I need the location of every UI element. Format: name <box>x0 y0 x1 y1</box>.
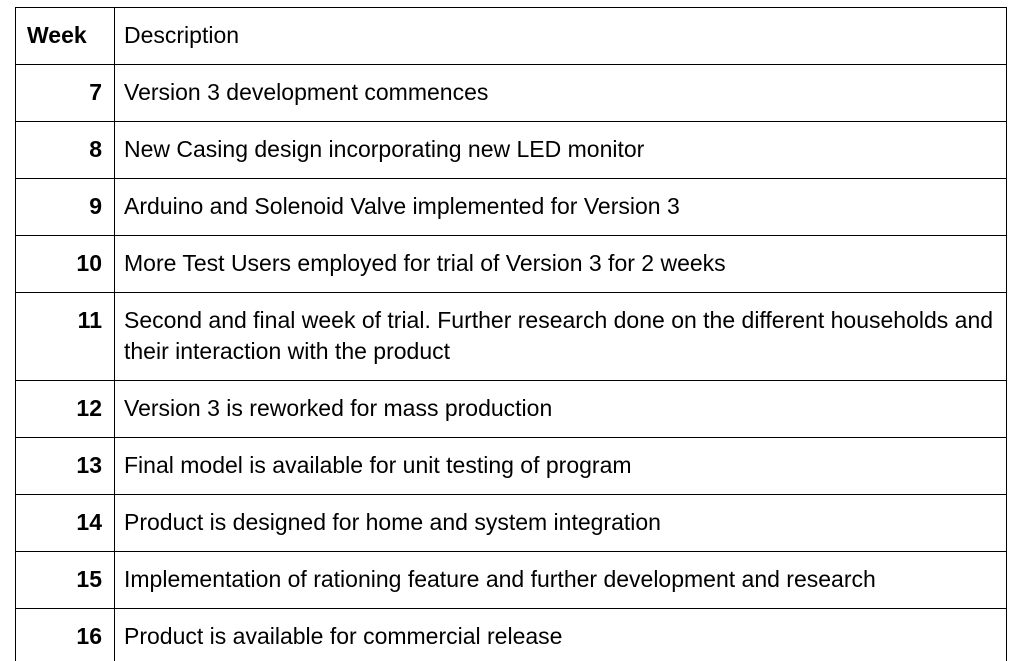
table-row: 10 More Test Users employed for trial of… <box>15 235 1007 293</box>
description-cell: Implementation of rationing feature and … <box>114 551 1007 609</box>
week-cell: 8 <box>15 121 115 179</box>
week-cell: 14 <box>15 494 115 552</box>
description-cell: Arduino and Solenoid Valve implemented f… <box>114 178 1007 236</box>
table-row: 16 Product is available for commercial r… <box>15 608 1007 661</box>
table-row: 15 Implementation of rationing feature a… <box>15 551 1007 609</box>
table-row: 9 Arduino and Solenoid Valve implemented… <box>15 178 1007 236</box>
description-column-header: Description <box>114 7 1007 65</box>
description-cell: Final model is available for unit testin… <box>114 437 1007 495</box>
description-cell: Second and final week of trial. Further … <box>114 292 1007 381</box>
table-row: 8 New Casing design incorporating new LE… <box>15 121 1007 179</box>
description-cell: New Casing design incorporating new LED … <box>114 121 1007 179</box>
week-cell: 13 <box>15 437 115 495</box>
table-row: 13 Final model is available for unit tes… <box>15 437 1007 495</box>
week-cell: 11 <box>15 292 115 381</box>
schedule-table: Week Description 7 Version 3 development… <box>15 7 1007 661</box>
week-cell: 10 <box>15 235 115 293</box>
table-row: 7 Version 3 development commences <box>15 64 1007 122</box>
week-cell: 9 <box>15 178 115 236</box>
week-cell: 15 <box>15 551 115 609</box>
week-cell: 16 <box>15 608 115 661</box>
description-cell: Version 3 development commences <box>114 64 1007 122</box>
description-cell: More Test Users employed for trial of Ve… <box>114 235 1007 293</box>
description-cell: Product is available for commercial rele… <box>114 608 1007 661</box>
table-row: 14 Product is designed for home and syst… <box>15 494 1007 552</box>
description-cell: Version 3 is reworked for mass productio… <box>114 380 1007 438</box>
week-cell: 7 <box>15 64 115 122</box>
table-row: 11 Second and final week of trial. Furth… <box>15 292 1007 381</box>
week-cell: 12 <box>15 380 115 438</box>
week-column-header: Week <box>15 7 115 65</box>
description-cell: Product is designed for home and system … <box>114 494 1007 552</box>
table-row: 12 Version 3 is reworked for mass produc… <box>15 380 1007 438</box>
header-row: Week Description <box>15 7 1007 65</box>
